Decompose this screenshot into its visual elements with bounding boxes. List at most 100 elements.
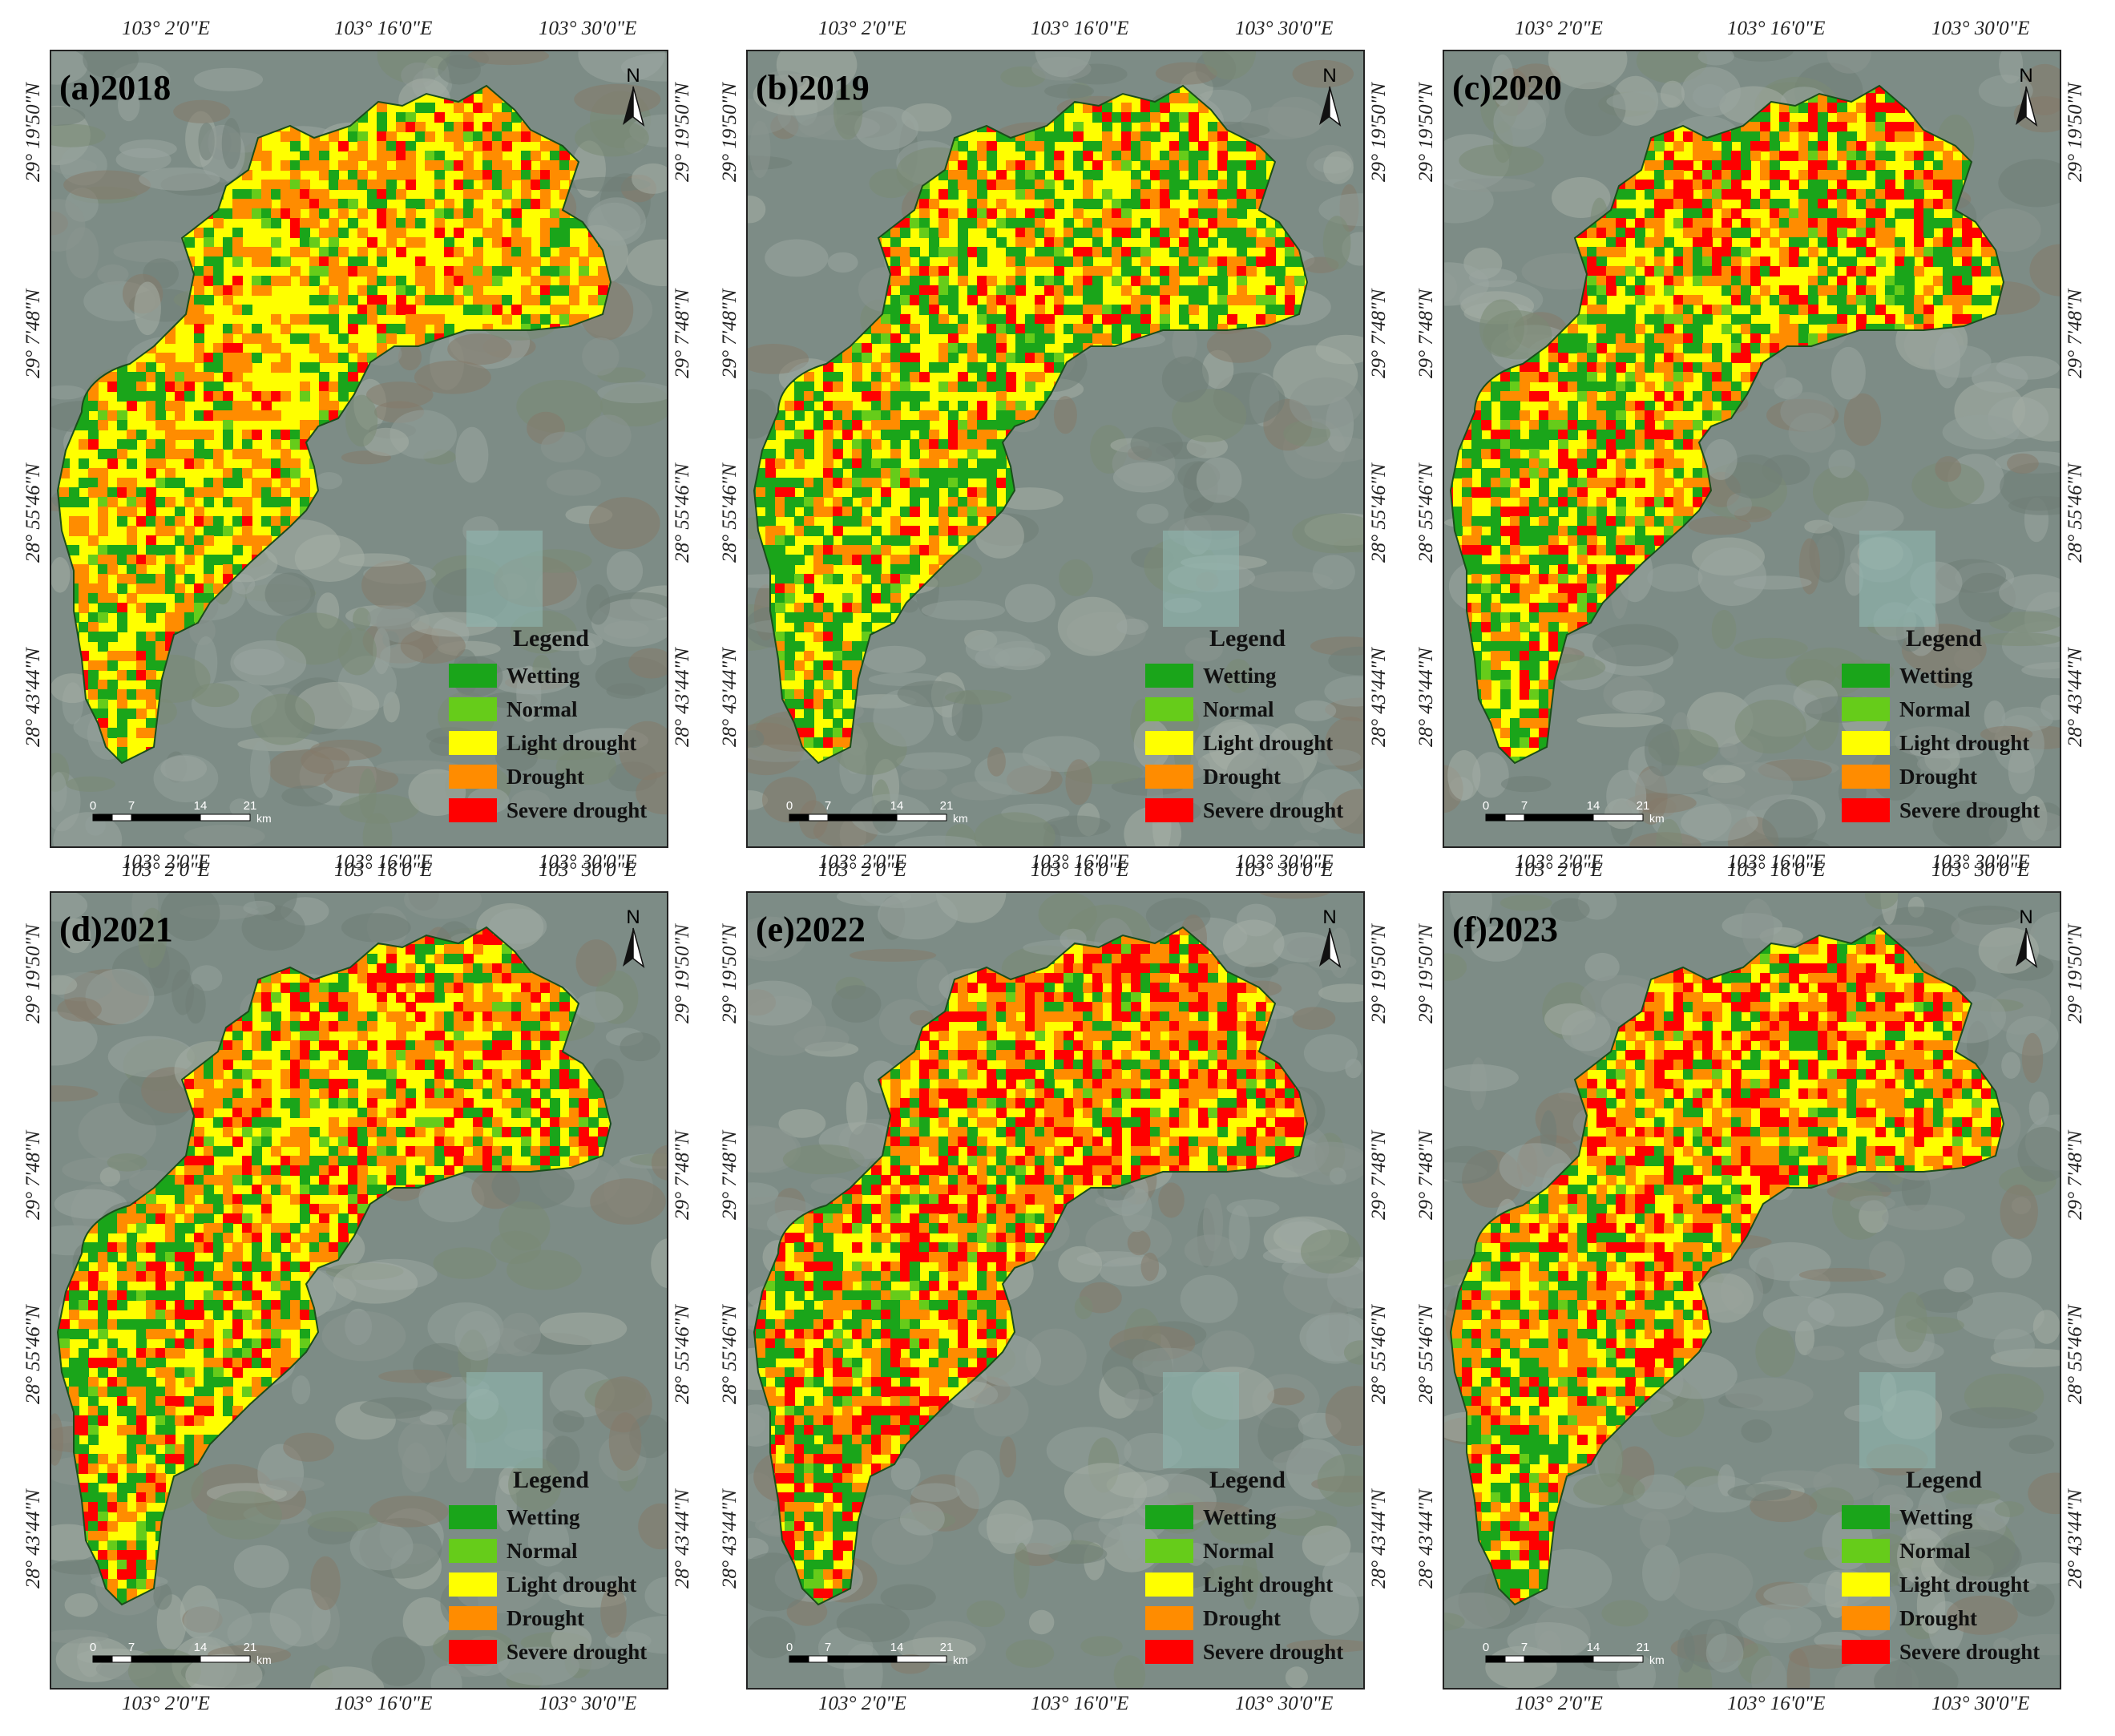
legend-item: Drought xyxy=(1842,760,2046,793)
legend-label: Severe drought xyxy=(1203,797,1344,822)
latitude-tick-left: 29° 7'48"N xyxy=(1415,1130,1437,1220)
legend-item: Normal xyxy=(1145,1534,1350,1568)
latitude-tick-left: 29° 19'50"N xyxy=(22,924,44,1023)
longitude-tick-top: 103° 2'0"E xyxy=(818,18,906,39)
legend-swatch xyxy=(1145,1640,1193,1664)
legend-title: Legend xyxy=(1905,1467,1982,1493)
scale-tick-label: 0 xyxy=(786,799,793,813)
study-area-boundary xyxy=(56,84,612,765)
legend-swatch xyxy=(1145,664,1193,688)
legend-label: Normal xyxy=(1899,696,1971,721)
latitude-tick-right: 28° 43'44"N xyxy=(2065,648,2086,747)
longitude-tick-bottom: 103° 2'0"E xyxy=(1515,851,1603,873)
latitude-tick-left: 28° 55'46"N xyxy=(719,1305,741,1404)
legend-swatch xyxy=(1145,697,1193,721)
longitude-tick-bottom: 103° 30'0"E xyxy=(539,851,637,873)
legend-label: Normal xyxy=(1203,696,1274,721)
latitude-tick-right: 29° 19'50"N xyxy=(2065,924,2086,1023)
map-frame xyxy=(50,891,668,1690)
legend-swatch xyxy=(449,1606,497,1630)
legend-swatch xyxy=(1145,798,1193,822)
latitude-tick-right: 29° 7'48"N xyxy=(2065,289,2086,378)
legend-swatch xyxy=(1842,1640,1890,1664)
latitude-tick-right: 29° 7'48"N xyxy=(2065,1130,2086,1220)
latitude-tick-right: 28° 55'46"N xyxy=(1368,1305,1390,1404)
longitude-tick-bottom: 103° 30'0"E xyxy=(539,1693,637,1714)
legend-label: Drought xyxy=(1899,764,1978,789)
legend-item: Normal xyxy=(1842,692,2046,726)
legend-label: Severe drought xyxy=(1899,797,2040,822)
latitude-tick-right: 29° 19'50"N xyxy=(672,83,693,182)
map-panel: 103° 2'0"E 103° 2'0"E 103° 16'0"E 103° 16'0… xyxy=(696,842,1393,1714)
latitude-tick-right: 28° 43'44"N xyxy=(2065,1489,2086,1589)
latitude-tick-left: 29° 19'50"N xyxy=(1415,924,1437,1023)
scale-tick-label: 21 xyxy=(244,799,257,813)
longitude-tick-top: 103° 30'0"E xyxy=(1235,18,1334,39)
latitude-tick-left: 29° 7'48"N xyxy=(719,1130,741,1220)
legend-title: Legend xyxy=(1209,1467,1286,1493)
legend-swatch xyxy=(1842,1505,1890,1529)
latitude-tick-right: 29° 19'50"N xyxy=(2065,83,2086,182)
panel-title: (c)2020 xyxy=(1452,68,1562,107)
legend: Legend Wetting Normal Light drought Drought S… xyxy=(1145,625,1350,827)
legend-item: Light drought xyxy=(449,1568,653,1601)
legend-item: Normal xyxy=(1145,692,1350,726)
longitude-tick-bottom: 103° 16'0"E xyxy=(1727,851,1826,873)
legend-item: Wetting xyxy=(1145,659,1350,692)
scale-unit: km xyxy=(1649,1653,1665,1666)
legend-label: Drought xyxy=(507,1605,585,1630)
legend-swatch xyxy=(449,798,497,822)
longitude-tick-bottom: 103° 2'0"E xyxy=(818,851,906,873)
legend-label: Drought xyxy=(1203,764,1282,789)
longitude-tick-bottom: 103° 30'0"E xyxy=(1235,851,1334,873)
latitude-tick-left: 28° 43'44"N xyxy=(1415,1489,1437,1589)
longitude-tick-bottom: 103° 30'0"E xyxy=(1235,1693,1334,1714)
legend-title: Legend xyxy=(512,625,589,652)
legend-label: Light drought xyxy=(1203,1572,1334,1597)
legend-label: Wetting xyxy=(1203,1504,1277,1529)
scale-tick-label: 0 xyxy=(1483,1641,1489,1654)
latitude-tick-right: 28° 43'44"N xyxy=(672,1489,693,1589)
north-arrow-icon: N xyxy=(2016,906,2038,968)
latitude-tick-right: 29° 19'50"N xyxy=(672,924,693,1023)
panel-title: (e)2022 xyxy=(756,910,866,949)
longitude-tick-top: 103° 16'0"E xyxy=(334,859,433,881)
legend-swatch xyxy=(449,731,497,755)
longitude-tick-top: 103° 30'0"E xyxy=(539,18,637,39)
legend-swatch xyxy=(1842,731,1890,755)
latitude-tick-right: 29° 19'50"N xyxy=(1368,83,1390,182)
legend-item: Wetting xyxy=(449,659,653,692)
map-panel: 103° 2'0"E 103° 2'0"E 103° 16'0"E 103° 16'0… xyxy=(696,0,1393,873)
legend-item: Severe drought xyxy=(1842,1635,2046,1669)
longitude-tick-bottom: 103° 2'0"E xyxy=(122,1693,210,1714)
legend: Legend Wetting Normal Light drought Drought S… xyxy=(1842,625,2046,827)
scale-tick-label: 14 xyxy=(1587,799,1600,813)
legend-item: Normal xyxy=(449,1534,653,1568)
legend: Legend Wetting Normal Light drought Drought S… xyxy=(1145,1467,1350,1669)
longitude-tick-top: 103° 16'0"E xyxy=(1727,18,1826,39)
map-panel: 103° 2'0"E 103° 2'0"E 103° 16'0"E 103° 16'0… xyxy=(1393,842,2089,1714)
longitude-tick-top: 103° 16'0"E xyxy=(1727,859,1826,881)
legend-item: Severe drought xyxy=(449,1635,653,1669)
longitude-tick-top: 103° 30'0"E xyxy=(1931,859,2030,881)
latitude-tick-right: 29° 7'48"N xyxy=(1368,289,1390,378)
legend-item: Severe drought xyxy=(449,793,653,827)
north-arrow-icon: N xyxy=(1319,65,1342,127)
scale-tick-label: 0 xyxy=(1483,799,1489,813)
latitude-tick-right: 28° 55'46"N xyxy=(672,463,693,563)
scale-tick-label: 0 xyxy=(90,1641,96,1654)
north-arrow-icon: N xyxy=(2016,65,2038,127)
scale-tick-label: 21 xyxy=(940,799,954,813)
legend-label: Wetting xyxy=(1899,663,1973,688)
legend-swatch xyxy=(1842,1572,1890,1597)
legend: Legend Wetting Normal Light drought Drought S… xyxy=(449,625,653,827)
latitude-tick-left: 28° 43'44"N xyxy=(22,648,44,747)
longitude-tick-top: 103° 2'0"E xyxy=(818,859,906,881)
scale-unit: km xyxy=(953,1653,968,1666)
scale-tick-label: 7 xyxy=(825,1641,831,1654)
legend-item: Drought xyxy=(449,760,653,793)
latitude-tick-right: 28° 55'46"N xyxy=(672,1305,693,1404)
scale-tick-label: 14 xyxy=(194,799,208,813)
latitude-tick-left: 28° 55'46"N xyxy=(22,1305,44,1404)
